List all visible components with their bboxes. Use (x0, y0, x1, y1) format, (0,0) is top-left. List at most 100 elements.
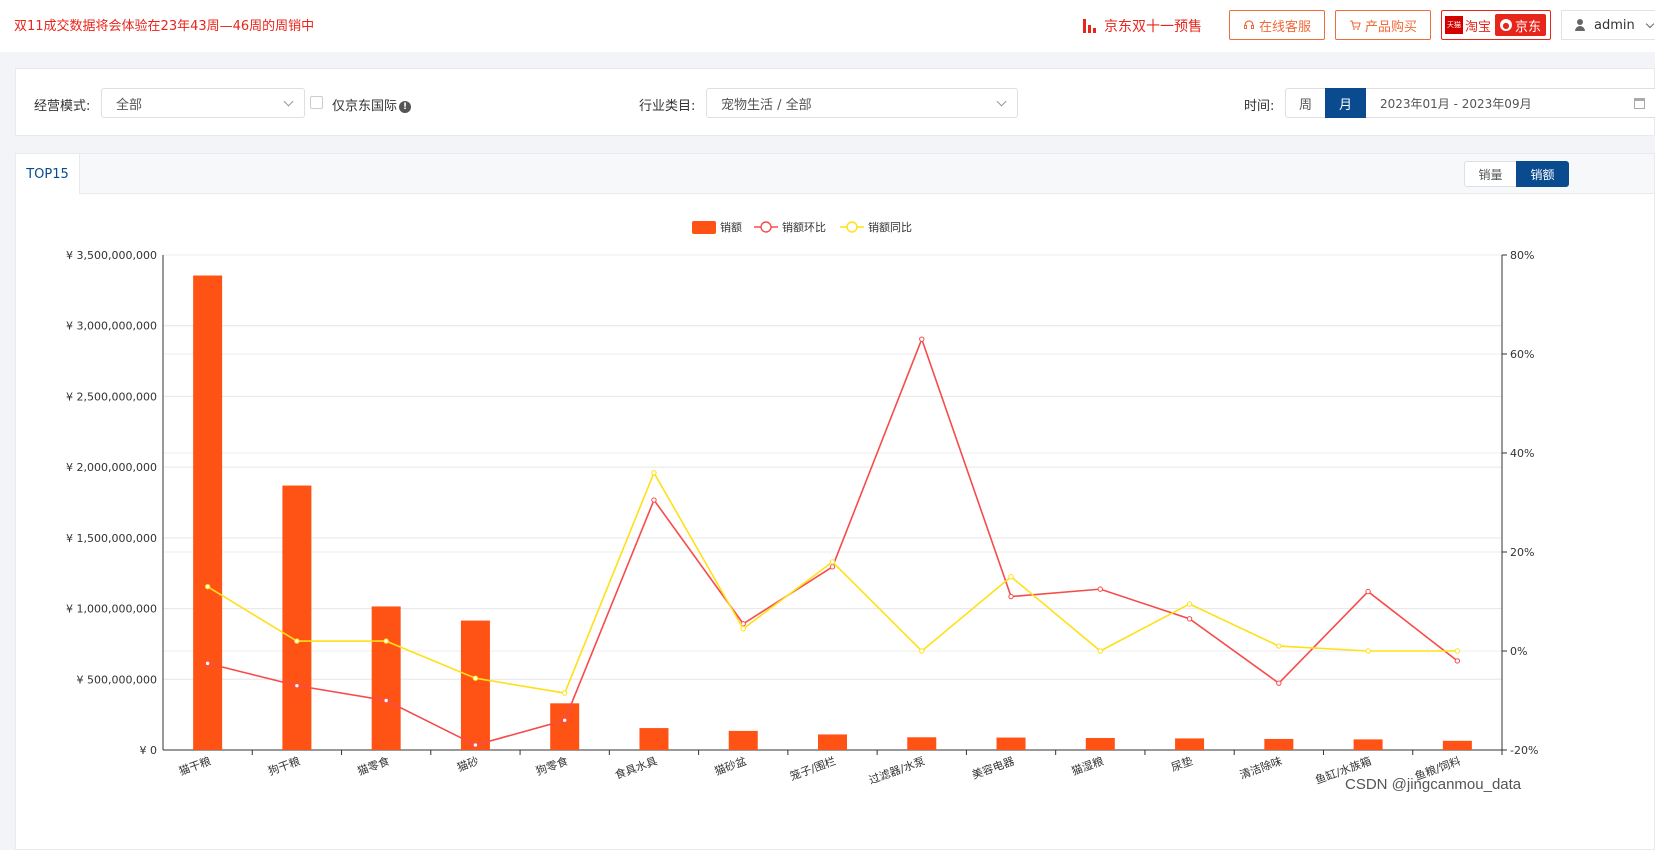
line-mom-point (562, 717, 568, 723)
x-tick-label: 狗零食 (534, 754, 570, 778)
product-purchase-button[interactable]: 产品购买 (1335, 10, 1431, 40)
y-right-tick-label: -20% (1510, 744, 1538, 757)
industry-label: 行业类目: (639, 99, 696, 114)
x-tick-label: 猫砂盆 (712, 754, 748, 778)
line-yoy-point (1276, 643, 1282, 649)
period-week-button[interactable]: 周 (1285, 88, 1326, 118)
line-yoy-point (204, 583, 211, 590)
bar-sales (1175, 738, 1205, 750)
line-mom-point (829, 564, 836, 570)
line-mom-point (919, 336, 925, 342)
bar-sales (818, 734, 847, 750)
notice-text: 双11成交数据将会体验在23年43周—46周的周销中 (14, 19, 315, 34)
toggle-volume-button[interactable]: 销量 (1464, 161, 1517, 187)
jd-tab-label: 京东 (1515, 19, 1542, 35)
online-service-label: 在线客服 (1258, 19, 1311, 35)
line-yoy-point (472, 675, 479, 681)
y-right-tick-label: 40% (1510, 447, 1534, 460)
line-mom-point (294, 682, 300, 689)
user-icon (1574, 19, 1586, 31)
line-yoy-point (1186, 601, 1193, 607)
line-yoy-point (740, 626, 746, 632)
bar-sales (282, 485, 312, 750)
mode-select-value: 全部 (116, 97, 143, 113)
bar-sales (1264, 738, 1294, 750)
line-mom-point (1365, 588, 1371, 595)
legend-label-yoy: 销额同比 (868, 220, 912, 234)
x-tick-label: 清洁除味 (1238, 754, 1284, 782)
line-mom-point (383, 697, 389, 704)
line-yoy-point (651, 470, 657, 476)
x-tick-label: 猫湿粮 (1070, 754, 1106, 778)
y-left-tick-label: ¥ 1,000,000,000 (66, 603, 157, 616)
mode-select[interactable]: 全部 (101, 88, 305, 118)
jd-presale-link[interactable]: 京东双十一预售 (1083, 16, 1202, 36)
x-tick-label: 猫干粮 (177, 754, 213, 778)
jd-tab[interactable]: ● 京东 (1495, 14, 1547, 36)
line-mom-point (1454, 658, 1461, 664)
mode-label: 经营模式: (34, 99, 91, 114)
line-yoy-point (1454, 648, 1461, 654)
line-mom-point (1008, 593, 1014, 600)
industry-select-value: 宠物生活 / 全部 (721, 97, 812, 113)
jd-intl-checkbox[interactable] (310, 96, 323, 109)
line-mom-point (204, 660, 211, 667)
legend-label-sales: 销额 (720, 220, 742, 234)
line-yoy-point (1097, 648, 1104, 654)
y-left-tick-label: ¥ 1,500,000,000 (66, 532, 157, 545)
line-layer (204, 336, 1461, 748)
bar-layer (193, 275, 1472, 750)
bar-sales (728, 730, 758, 750)
toggle-sales-button[interactable]: 销额 (1516, 161, 1569, 187)
user-menu[interactable]: admin (1561, 10, 1655, 40)
y-left-tick-label: ¥ 2,500,000,000 (66, 390, 157, 403)
industry-select[interactable]: 宠物生活 / 全部 (706, 88, 1018, 118)
period-month-button[interactable]: 月 (1325, 88, 1366, 118)
bar-sales (193, 275, 223, 750)
legend-marker-mom (760, 221, 772, 233)
bar-sales (639, 728, 669, 750)
y-left-tick-label: ¥ 3,000,000,000 (66, 320, 157, 333)
jd-intl-label: 仅京东国际! (332, 95, 412, 114)
x-tick-label: 过滤器/水泵 (867, 755, 927, 787)
date-range-value: 2023年01月 - 2023年09月 (1380, 96, 1532, 111)
bar-sales (907, 737, 937, 750)
legend-marker-yoy (846, 221, 858, 233)
x-tick-label: 美容电器 (970, 754, 1016, 782)
line-yoy-point (294, 638, 300, 644)
time-label: 时间: (1244, 99, 1275, 114)
product-purchase-label: 产品购买 (1364, 19, 1417, 35)
x-tick-label: 尿垫 (1169, 754, 1194, 775)
top-bar: 双11成交数据将会体验在23年43周—46周的周销中 京东双十一预售 在线客服 … (0, 0, 1655, 52)
bar-sales (371, 606, 401, 750)
x-tick-label: 食具水具 (613, 754, 659, 782)
x-tick-label: 笼子/围栏 (788, 754, 838, 783)
bar-chart-icon (1083, 19, 1096, 33)
online-service-button[interactable]: 在线客服 (1229, 10, 1325, 40)
platform-switch[interactable]: 天猫 淘宝 ● 京东 (1441, 10, 1551, 40)
line-mom-point (472, 742, 479, 748)
grid-layer (163, 254, 1502, 680)
card-header: TOP15 销量 销额 (16, 154, 1654, 194)
jd-presale-label: 京东双十一预售 (1104, 19, 1202, 35)
info-icon[interactable]: ! (399, 101, 412, 113)
date-range-picker[interactable]: 2023年01月 - 2023年09月 (1366, 88, 1655, 118)
line-mom-point (1186, 616, 1193, 622)
headset-icon (1243, 20, 1254, 29)
y-left-tick-label: ¥ 3,500,000,000 (66, 249, 157, 262)
watermark: CSDN @jingcanmou_data (1345, 776, 1522, 793)
jd-dog-icon: ● (1500, 19, 1513, 31)
tmall-logo-icon: 天猫 (1445, 16, 1463, 34)
line-yoy-point (1365, 648, 1371, 654)
line-yoy-point (829, 559, 836, 565)
bar-sales (550, 703, 580, 750)
tab-top15[interactable]: TOP15 (16, 154, 80, 194)
bar-sales (460, 620, 490, 750)
y-right-tick-label: 0% (1510, 645, 1527, 658)
line-yoy-point (383, 638, 389, 644)
chart-legend[interactable]: 销额 销额环比 销额同比 (692, 220, 912, 234)
bar-sales (1353, 739, 1383, 750)
taobao-tab[interactable]: 淘宝 (1465, 19, 1492, 35)
legend-label-mom: 销额环比 (782, 220, 826, 234)
